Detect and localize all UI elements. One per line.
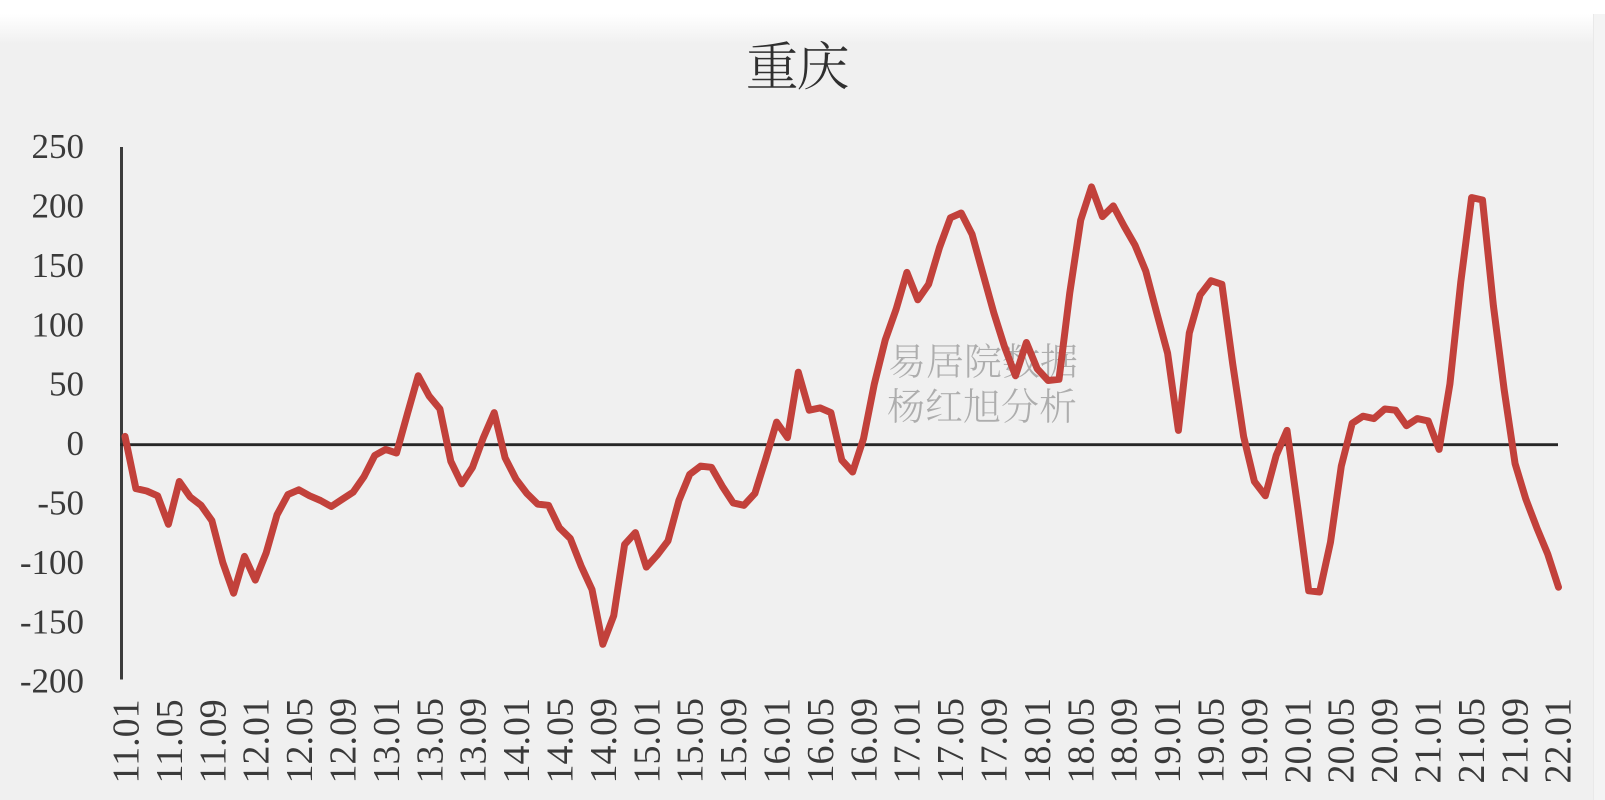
svg-text:12.01: 12.01 <box>236 698 278 784</box>
svg-text:-50: -50 <box>37 484 84 523</box>
svg-text:15.01: 15.01 <box>626 698 668 784</box>
svg-text:13.01: 13.01 <box>366 698 408 784</box>
svg-text:17.01: 17.01 <box>887 698 929 784</box>
svg-text:11.01: 11.01 <box>106 699 148 783</box>
svg-text:22.01: 22.01 <box>1538 698 1580 784</box>
svg-text:150: 150 <box>32 246 85 285</box>
svg-text:18.01: 18.01 <box>1017 698 1059 784</box>
svg-text:12.09: 12.09 <box>323 698 365 784</box>
svg-text:20.05: 20.05 <box>1321 698 1363 784</box>
svg-text:-100: -100 <box>20 543 84 582</box>
svg-text:21.09: 21.09 <box>1494 698 1536 784</box>
svg-text:21.01: 21.01 <box>1408 698 1450 784</box>
svg-text:17.05: 17.05 <box>930 698 972 784</box>
svg-text:16.01: 16.01 <box>757 698 799 784</box>
svg-text:21.05: 21.05 <box>1451 698 1493 784</box>
svg-text:-200: -200 <box>20 662 84 701</box>
svg-text:19.05: 19.05 <box>1191 698 1233 784</box>
svg-text:19.01: 19.01 <box>1147 698 1189 784</box>
svg-text:0: 0 <box>67 424 85 463</box>
svg-text:12.05: 12.05 <box>279 698 321 784</box>
svg-text:11.05: 11.05 <box>149 699 191 783</box>
svg-text:20.01: 20.01 <box>1277 698 1319 784</box>
svg-text:11.09: 11.09 <box>192 699 234 783</box>
svg-text:200: 200 <box>32 187 85 226</box>
svg-text:14.01: 14.01 <box>496 698 538 784</box>
svg-text:14.05: 14.05 <box>540 698 582 784</box>
svg-text:13.05: 13.05 <box>409 698 451 784</box>
svg-text:13.09: 13.09 <box>453 698 495 784</box>
svg-text:250: 250 <box>32 127 85 166</box>
svg-text:15.09: 15.09 <box>713 698 755 784</box>
svg-text:100: 100 <box>32 305 85 344</box>
svg-text:20.09: 20.09 <box>1364 698 1406 784</box>
svg-text:16.09: 16.09 <box>843 698 885 784</box>
svg-text:-150: -150 <box>20 602 84 641</box>
svg-text:19.09: 19.09 <box>1234 698 1276 784</box>
svg-text:18.05: 18.05 <box>1060 698 1102 784</box>
svg-text:15.05: 15.05 <box>670 698 712 784</box>
svg-text:18.09: 18.09 <box>1104 698 1146 784</box>
svg-text:16.05: 16.05 <box>800 698 842 784</box>
svg-text:50: 50 <box>49 365 84 404</box>
svg-text:14.09: 14.09 <box>583 698 625 784</box>
svg-text:17.09: 17.09 <box>974 698 1016 784</box>
